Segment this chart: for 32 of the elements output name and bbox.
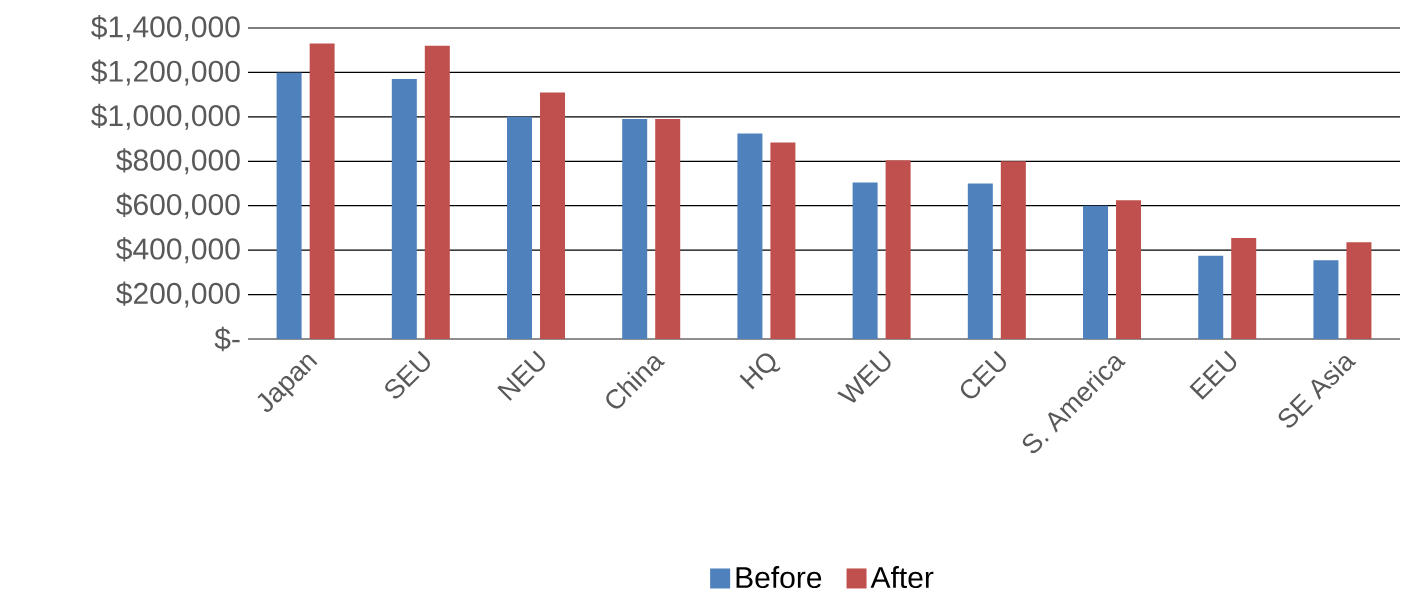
- bar: [1083, 205, 1109, 339]
- bar: [424, 45, 450, 339]
- y-tick-label: $1,200,000: [91, 59, 240, 86]
- y-tick-label: $1,400,000: [91, 14, 240, 42]
- x-tick-label: SE Asia: [1278, 355, 1357, 428]
- bar: [1231, 237, 1257, 339]
- bar: [852, 182, 878, 339]
- bar: [391, 79, 417, 339]
- bar: [1116, 200, 1142, 339]
- bar: [507, 116, 533, 339]
- y-tick-label: $1,000,000: [91, 103, 240, 130]
- bar: [1000, 161, 1026, 339]
- y-tick-label: $400,000: [116, 237, 240, 264]
- bar: [770, 142, 796, 339]
- y-tick-label: $200,000: [116, 281, 240, 308]
- bar: [967, 183, 993, 339]
- legend-label: After: [870, 566, 934, 589]
- bar: [1313, 260, 1339, 339]
- y-tick-label: $600,000: [116, 192, 240, 219]
- bar: [885, 160, 911, 339]
- y-tick-label: $800,000: [116, 148, 240, 175]
- y-tick-label: $-: [214, 326, 240, 352]
- bar: [540, 92, 566, 339]
- bar: [1346, 242, 1372, 339]
- x-tick-label: HQ: [739, 353, 781, 390]
- bar: [276, 72, 302, 339]
- bar: [1198, 255, 1224, 339]
- bar: [737, 133, 763, 339]
- legend-label: Before: [736, 566, 822, 589]
- bar: [309, 43, 335, 339]
- bar: [655, 119, 681, 339]
- bar: [622, 119, 648, 339]
